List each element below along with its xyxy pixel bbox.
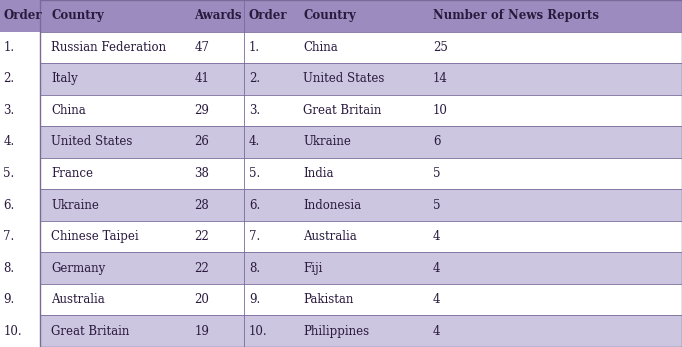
- Bar: [40, 158, 682, 189]
- Text: 19: 19: [194, 325, 209, 338]
- Text: 4: 4: [433, 230, 441, 243]
- Text: 1.: 1.: [249, 41, 260, 54]
- Text: 29: 29: [194, 104, 209, 117]
- Text: 20: 20: [194, 293, 209, 306]
- Text: 5.: 5.: [249, 167, 260, 180]
- Bar: [40, 284, 682, 315]
- Text: China: China: [51, 104, 86, 117]
- Text: 6.: 6.: [3, 198, 14, 212]
- Text: 4: 4: [433, 262, 441, 274]
- Text: Fiji: Fiji: [303, 262, 323, 274]
- Text: Number of News Reports: Number of News Reports: [433, 9, 599, 22]
- Text: Russian Federation: Russian Federation: [51, 41, 166, 54]
- Text: 47: 47: [194, 41, 209, 54]
- Text: 10: 10: [433, 104, 448, 117]
- Bar: [40, 221, 682, 252]
- Text: 25: 25: [433, 41, 448, 54]
- Text: 3.: 3.: [249, 104, 260, 117]
- Text: 8.: 8.: [3, 262, 14, 274]
- Text: United States: United States: [51, 135, 132, 149]
- Text: 38: 38: [194, 167, 209, 180]
- Text: 22: 22: [194, 262, 209, 274]
- Text: Indonesia: Indonesia: [303, 198, 361, 212]
- Text: Awards: Awards: [194, 9, 242, 22]
- Bar: [40, 32, 682, 63]
- Text: Germany: Germany: [51, 262, 106, 274]
- Text: Great Britain: Great Britain: [51, 325, 130, 338]
- Text: Order: Order: [3, 9, 42, 22]
- Text: Country: Country: [303, 9, 356, 22]
- Text: Ukraine: Ukraine: [51, 198, 99, 212]
- Text: Philippines: Philippines: [303, 325, 370, 338]
- Text: 4.: 4.: [249, 135, 260, 149]
- Text: Order: Order: [249, 9, 288, 22]
- Text: France: France: [51, 167, 93, 180]
- Text: 3.: 3.: [3, 104, 14, 117]
- Text: India: India: [303, 167, 334, 180]
- Text: 7.: 7.: [3, 230, 14, 243]
- Bar: [40, 252, 682, 284]
- Text: Ukraine: Ukraine: [303, 135, 351, 149]
- Text: 8.: 8.: [249, 262, 260, 274]
- Text: 4: 4: [433, 325, 441, 338]
- Text: Australia: Australia: [303, 230, 357, 243]
- Text: 7.: 7.: [249, 230, 260, 243]
- Text: 2.: 2.: [249, 73, 260, 85]
- Text: 1.: 1.: [3, 41, 14, 54]
- Text: 41: 41: [194, 73, 209, 85]
- Text: Pakistan: Pakistan: [303, 293, 354, 306]
- Text: 28: 28: [194, 198, 209, 212]
- Bar: [40, 63, 682, 95]
- Text: 10.: 10.: [249, 325, 267, 338]
- Text: 26: 26: [194, 135, 209, 149]
- Text: 10.: 10.: [3, 325, 22, 338]
- Bar: [0, 0, 682, 32]
- Text: 6.: 6.: [249, 198, 260, 212]
- Text: 5: 5: [433, 167, 441, 180]
- Text: 6: 6: [433, 135, 441, 149]
- Text: Great Britain: Great Britain: [303, 104, 382, 117]
- Text: 5.: 5.: [3, 167, 14, 180]
- Bar: [40, 315, 682, 347]
- Text: 2.: 2.: [3, 73, 14, 85]
- Text: 9.: 9.: [249, 293, 260, 306]
- Text: 9.: 9.: [3, 293, 14, 306]
- Bar: [40, 95, 682, 126]
- Text: 4.: 4.: [3, 135, 14, 149]
- Text: Italy: Italy: [51, 73, 78, 85]
- Text: 14: 14: [433, 73, 448, 85]
- Bar: [40, 126, 682, 158]
- Text: 22: 22: [194, 230, 209, 243]
- Text: China: China: [303, 41, 338, 54]
- Bar: [40, 189, 682, 221]
- Text: Chinese Taipei: Chinese Taipei: [51, 230, 138, 243]
- Text: Country: Country: [51, 9, 104, 22]
- Text: 5: 5: [433, 198, 441, 212]
- Text: United States: United States: [303, 73, 385, 85]
- Text: Australia: Australia: [51, 293, 105, 306]
- Text: 4: 4: [433, 293, 441, 306]
